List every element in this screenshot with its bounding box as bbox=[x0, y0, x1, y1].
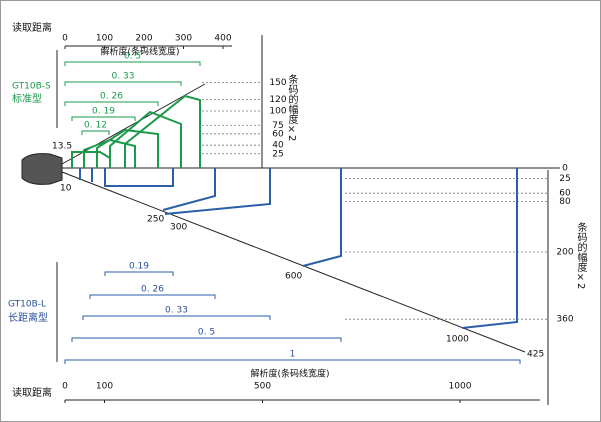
bar-0-26 bbox=[64, 101, 159, 106]
bottom-axis-title: 读取距离 bbox=[12, 386, 52, 399]
resolution-label: 0. 33 bbox=[165, 306, 188, 316]
range-0-26 bbox=[162, 168, 216, 211]
resolution-label: 0. 19 bbox=[92, 107, 115, 117]
upper-tick-label: 150 bbox=[269, 78, 286, 88]
l-model: GT10B-L bbox=[8, 300, 46, 310]
lower-tick-label: 60 bbox=[559, 189, 571, 199]
upper-tick-label: 40 bbox=[272, 141, 284, 151]
distance-label: 600 bbox=[285, 272, 302, 282]
l-type: 长距离型 bbox=[8, 311, 48, 324]
distance-label: 250 bbox=[147, 215, 164, 225]
lower-tick-label: 360 bbox=[556, 315, 573, 325]
distance-label: 300 bbox=[170, 223, 187, 233]
bar-0-5 bbox=[64, 61, 201, 66]
range-0-5 bbox=[302, 168, 342, 267]
l-ranges bbox=[79, 168, 518, 329]
s-cone-edge bbox=[61, 83, 206, 165]
top-axis-title: 读取距离 bbox=[12, 21, 52, 34]
bar-0-33 bbox=[82, 315, 271, 320]
bar-0-12 bbox=[81, 130, 110, 135]
lower-tick-label: 200 bbox=[556, 248, 573, 258]
upper-tick-label: 120 bbox=[269, 95, 286, 105]
top-tick-label: 300 bbox=[175, 34, 192, 44]
resolution-label: 0. 5 bbox=[124, 52, 141, 62]
bar-0-5 bbox=[71, 337, 342, 342]
lower-width-title: 条码的幅度×2 bbox=[575, 221, 587, 290]
bottom-tick-label: 1000 bbox=[449, 382, 472, 392]
bar-1 bbox=[64, 359, 521, 364]
l-bars bbox=[64, 271, 521, 364]
top-tick-label: 200 bbox=[135, 34, 152, 44]
range-0-19 bbox=[79, 168, 174, 187]
bar-0-19 bbox=[104, 271, 174, 276]
upper-tick-label: 100 bbox=[269, 107, 286, 117]
bottom-tick-label: 500 bbox=[254, 382, 271, 392]
bar-0-19 bbox=[71, 116, 136, 121]
range-0-33 bbox=[164, 168, 271, 215]
lower-tick-label: 25 bbox=[559, 174, 570, 184]
s-type: 标准型 bbox=[12, 92, 42, 105]
distance-label: 1000 bbox=[446, 335, 469, 345]
s-model: GT10B-S bbox=[12, 82, 51, 92]
lower-tick-label: 80 bbox=[559, 197, 571, 207]
scanner-icon bbox=[21, 153, 63, 185]
resolution-label: 0. 5 bbox=[198, 328, 215, 338]
resolution-label: 0. 12 bbox=[84, 121, 107, 131]
bar-0-26 bbox=[89, 294, 216, 299]
bottom-resolution-title: 解析度(条码线宽度) bbox=[250, 368, 329, 380]
range-1 bbox=[461, 168, 518, 329]
bar-0-33 bbox=[64, 81, 182, 86]
upper-tick-label: 60 bbox=[272, 129, 284, 139]
bottom-tick-label: 100 bbox=[96, 382, 113, 392]
resolution-label: 1 bbox=[290, 350, 296, 360]
upper-tick-label: 25 bbox=[272, 149, 283, 159]
resolution-label: 0.19 bbox=[129, 262, 149, 272]
l-cone-edge bbox=[61, 171, 526, 353]
bottom-tick-label: 0 bbox=[62, 382, 68, 392]
range-0-5 bbox=[124, 94, 201, 168]
upper-tick-label: 75 bbox=[272, 121, 283, 131]
resolution-label: 0. 26 bbox=[141, 285, 164, 295]
resolution-label: 0. 26 bbox=[100, 92, 123, 102]
top-tick-label: 0 bbox=[62, 34, 68, 44]
lower-tick-label: 0 bbox=[562, 164, 568, 174]
s-near-label: 13.5 bbox=[52, 142, 72, 152]
l-near-label: 10 bbox=[60, 184, 72, 194]
s-bars bbox=[64, 61, 201, 135]
resolution-label: 0. 33 bbox=[112, 72, 135, 82]
top-resolution-title: 解析度(条码线宽度) bbox=[100, 46, 179, 58]
range-0-26 bbox=[96, 128, 159, 168]
range-0-33 bbox=[109, 110, 182, 168]
s-ranges bbox=[71, 94, 201, 168]
upper-width-title: 条码的幅度×2 bbox=[286, 73, 298, 142]
top-tick-label: 400 bbox=[214, 34, 231, 44]
top-tick-label: 100 bbox=[96, 34, 113, 44]
distance-label: 425 bbox=[527, 350, 544, 360]
